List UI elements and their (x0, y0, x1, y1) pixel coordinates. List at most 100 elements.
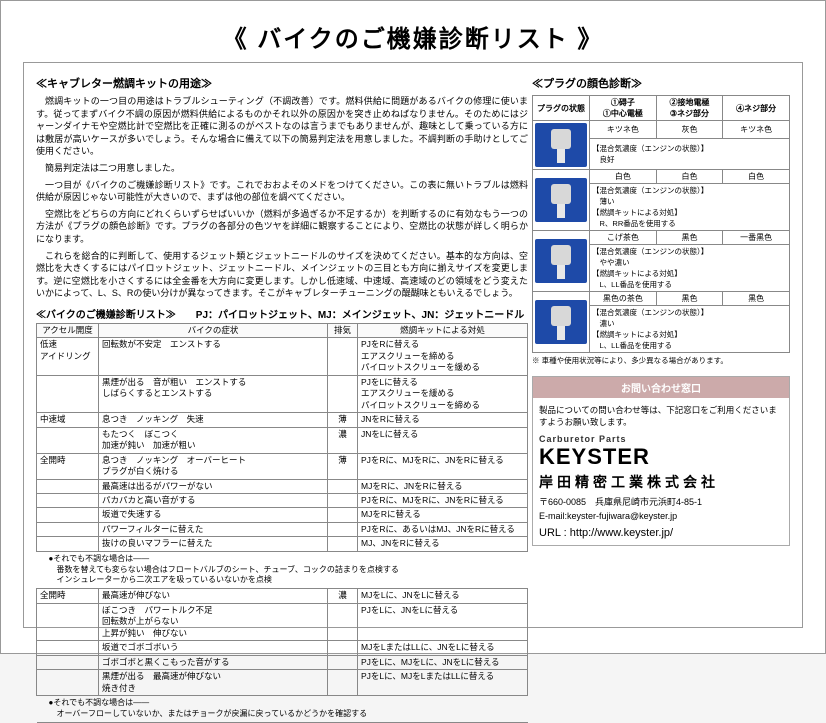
plug-th-0: プラグの状態 (533, 96, 590, 121)
diag-cell: 息つき ノッキング 失速 (99, 413, 328, 427)
diag-cell: 黒煙が出る 音が粗い エンストするしばらくするとエンストする (99, 375, 328, 412)
diag-cell (37, 603, 99, 640)
diag-cell: ゴボゴボと黒くこもった音がする (99, 655, 328, 669)
diag-cell: 回転数が不安定 エンストする (99, 338, 328, 375)
plug-analysis: 【混合気濃度（エンジンの状態）】 濃い【燃調キットによる対処】 L、LL番品を使… (590, 306, 790, 353)
diag-cell (328, 375, 358, 412)
right-column: ≪プラグの顔色診断≫ プラグの状態 ①碍子①中心電極 ②接地電極③ネジ部分 ④ネ… (532, 73, 790, 546)
company-name: 岸田精密工業株式会社 (539, 472, 783, 492)
diagnosis-table: アクセル開度 バイクの症状 排気 燃調キットによる対処 低速アイドリング回転数が… (36, 323, 528, 723)
diag-cell: 濃 (328, 427, 358, 453)
diag-cell: 坂道で失速する (99, 508, 328, 522)
diag-cell (37, 522, 99, 536)
plug-color-cell: 一番黒色 (723, 231, 790, 245)
intro-p4: 空燃比をどちらの方向にどれくらいずらせばいいか（燃料が多過ぎるか不足するか）を判… (36, 208, 528, 246)
diag-caption: ≪バイクのご機嫌診断リスト≫ PJ：パイロットジェット、MJ：メインジェット、J… (36, 306, 528, 321)
intro-heading: ≪キャブレター燃調キットの用途≫ (36, 75, 528, 91)
plug-color-cell: こげ茶色 (590, 231, 657, 245)
diag-cell: MJをLに、JNをLに替える (358, 589, 528, 603)
diag-cell: パカパカと高い音がする (99, 494, 328, 508)
plug-color-cell: 白色 (656, 170, 723, 184)
outer-frame: ≪キャブレター燃調キットの用途≫ 燃調キットの一つ目の用途はトラブルシューティン… (23, 62, 803, 628)
plug-color-cell: 黒色 (656, 292, 723, 306)
diag-cell: 中速域 (37, 413, 99, 427)
diag-cell (37, 670, 99, 696)
diag-cell: PJをRに、MJをRに、JNをRに替える (358, 453, 528, 479)
diag-cell (328, 655, 358, 669)
diag-cell: PJをRに、MJをRに、JNをRに替える (358, 494, 528, 508)
diag-cell: PJをLに替えるエアスクリューを緩めるパイロットスクリューを締める (358, 375, 528, 412)
plug-color-cell: 白色 (590, 170, 657, 184)
company-address: 〒660-0085 兵庫県尼崎市元浜町4-85-1 (539, 496, 783, 510)
diag-cell: PJをLに、MJをLに、JNをLに替える (358, 655, 528, 669)
logo-subtitle: Carburetor Parts (539, 434, 783, 444)
diag-cell (37, 494, 99, 508)
plug-image (533, 231, 590, 292)
plug-footnote: ※ 車種や使用状況等により、多少異なる場合があります。 (532, 355, 790, 366)
diag-cell: PJをLに、MJをLまたはLLに替える (358, 670, 528, 696)
plug-color-cell: 黒色の茶色 (590, 292, 657, 306)
diag-cell (328, 494, 358, 508)
plug-analysis: 【混合気濃度（エンジンの状態）】 薄い【燃調キットによる対処】 R、RR番品を使… (590, 184, 790, 231)
diag-cell (328, 537, 358, 551)
plug-th-3: ④ネジ部分 (723, 96, 790, 121)
diag-cell: MJをRに、JNをRに替える (358, 479, 528, 493)
diag-cell: JNをLに替える (358, 427, 528, 453)
diag-cell: 全開時 (37, 453, 99, 479)
diag-cell: 息つき ノッキング オーバーヒートプラグが白く焼ける (99, 453, 328, 479)
diag-cell: 濃 (328, 589, 358, 603)
contact-box: お問い合わせ窓口 製品についての問い合わせ等は、下記窓口をご利用くださいますよう… (532, 376, 790, 546)
intro-p2: 簡易判定法は二つ用意しました。 (36, 162, 528, 175)
diag-cell: PJをRに替えるエアスクリューを締めるパイロットスクリューを緩める (358, 338, 528, 375)
diag-cell (37, 479, 99, 493)
diag-cell: パワーフィルターに替えた (99, 522, 328, 536)
diag-cell: 低速アイドリング (37, 338, 99, 375)
keyster-logo: KEYSTER (539, 444, 783, 470)
plug-table: プラグの状態 ①碍子①中心電極 ②接地電極③ネジ部分 ④ネジ部分 キツネ色灰色キ… (532, 95, 790, 353)
diag-cell (328, 522, 358, 536)
diag-th-3: 燃調キットによる対処 (358, 323, 528, 337)
diag-cell (37, 375, 99, 412)
diag-cell (37, 537, 99, 551)
left-column: ≪キャブレター燃調キットの用途≫ 燃調キットの一つ目の用途はトラブルシューティン… (36, 73, 528, 723)
diag-cell: MJをLまたはLLに、JNをLに替える (358, 641, 528, 655)
document-page: 《 バイクのご機嫌診断リスト 》 ≪キャブレター燃調キットの用途≫ 燃調キットの… (0, 0, 826, 654)
contact-header: お問い合わせ窓口 (533, 377, 789, 398)
company-email: E-mail:keyster-fujiwara@keyster.jp (539, 510, 783, 524)
diag-cell (37, 508, 99, 522)
diag-cell (37, 641, 99, 655)
diag-cell: 薄 (328, 453, 358, 479)
contact-note: 製品についての問い合わせ等は、下記窓口をご利用くださいますようお願い致します。 (539, 404, 783, 428)
diag-cell: 坂道でゴボゴボいう (99, 641, 328, 655)
diag-cell: MJ、JNをRに替える (358, 537, 528, 551)
plug-color-cell: 白色 (723, 170, 790, 184)
diag-cell: MJをRに替える (358, 508, 528, 522)
company-url[interactable]: URL : http://www.keyster.jp/ (539, 527, 783, 539)
diag-th-2: 排気 (328, 323, 358, 337)
diag-cell (328, 508, 358, 522)
plug-color-cell: キツネ色 (590, 121, 657, 139)
plug-color-cell: 黒色 (656, 231, 723, 245)
plug-th-1: ①碍子①中心電極 (590, 96, 657, 121)
plug-image (533, 170, 590, 231)
diag-note: ●それでも不調な場合は―― 番数を替えても変らない場合はフロートバルブのシート、… (37, 551, 528, 588)
diag-th-0: アクセル開度 (37, 323, 99, 337)
plug-image (533, 292, 590, 353)
diag-cell: 最高速は出るがパワーがない (99, 479, 328, 493)
plug-analysis: 【混合気濃度（エンジンの状態）】 やや濃い【燃調キットによる対処】 L、LL番品… (590, 245, 790, 292)
diag-th-1: バイクの症状 (99, 323, 328, 337)
diag-cell (328, 603, 358, 640)
intro-p3: 一つ目が《バイクのご機嫌診断リスト》です。これでおおよそのメドをつけてください。… (36, 179, 528, 204)
diag-cell: PJをRに、あるいはMJ、JNをRに替える (358, 522, 528, 536)
diag-cell: 全開時 (37, 589, 99, 603)
plug-image (533, 121, 590, 170)
plug-color-cell: 黒色 (723, 292, 790, 306)
plug-analysis: 【混合気濃度（エンジンの状態）】 良好 (590, 138, 790, 169)
diag-cell: 抜けの良いマフラーに替えた (99, 537, 328, 551)
diag-cell: ぼこつき パワートルク不足回転数が上がらない上昇が鈍い 伸びない (99, 603, 328, 640)
diag-cell: 最高速が伸びない (99, 589, 328, 603)
diag-cell (328, 479, 358, 493)
intro-p5: これらを総合的に判断して、使用するジェット類とジェットニードルのサイズを決めてく… (36, 250, 528, 300)
plug-th-2: ②接地電極③ネジ部分 (656, 96, 723, 121)
diag-cell (37, 655, 99, 669)
